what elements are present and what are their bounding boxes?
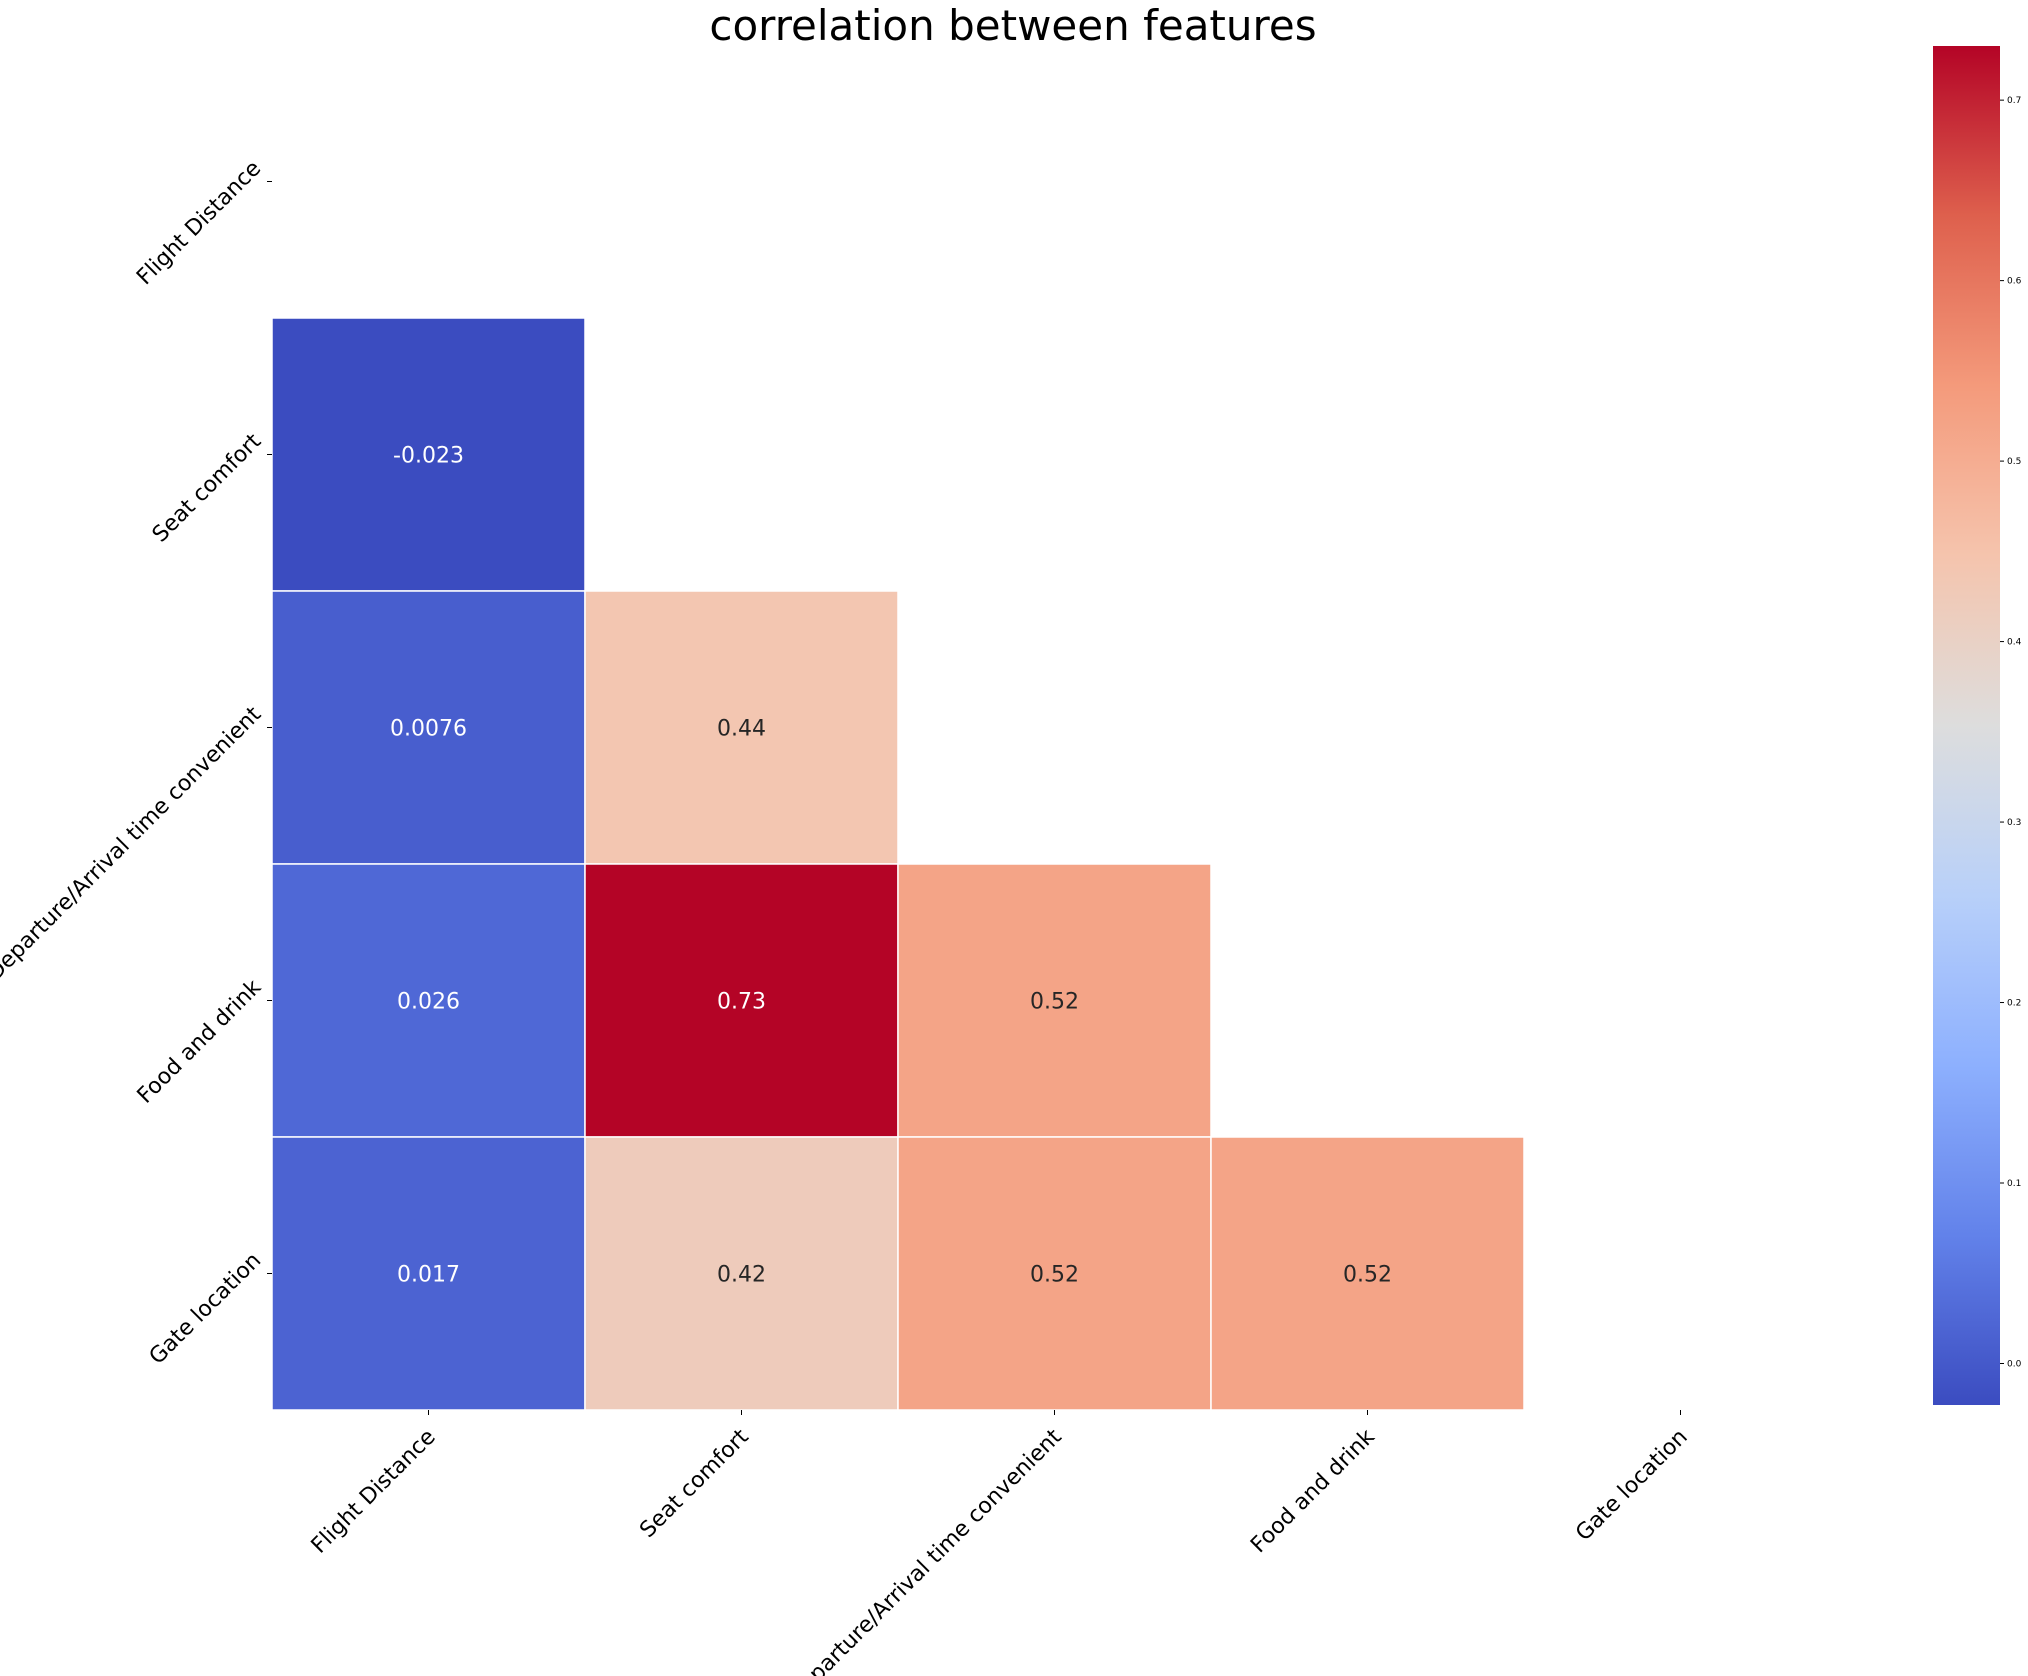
colorbar-tick-label: 0.4 xyxy=(2007,638,2022,648)
x-tick-labels: Flight Distance Seat comfort Departure/Arr… xyxy=(307,1410,1693,1676)
cell-annotation: 0.026 xyxy=(397,990,460,1015)
cell-annotation: 0.52 xyxy=(1343,1263,1392,1288)
cell-annotation: 0.73 xyxy=(717,990,766,1015)
colorbar-fill xyxy=(1933,46,2000,1405)
x-tick-label: Food and drink xyxy=(1246,1424,1380,1558)
heatmap-cell xyxy=(584,590,899,865)
heatmap-cell xyxy=(584,863,899,1138)
colorbar-tick-label: 0.7 xyxy=(2007,96,2021,106)
cell-annotation: -0.023 xyxy=(393,444,464,469)
cell-annotation: 0.017 xyxy=(397,1263,460,1288)
x-tick-label: Departure/Arrival time convenient xyxy=(783,1424,1067,1676)
y-tick-label: Departure/Arrival time convenient xyxy=(0,702,267,986)
y-tick-label: Seat comfort xyxy=(148,429,267,548)
chart-title: correlation between features xyxy=(709,1,1316,50)
heatmap-cell xyxy=(271,317,586,592)
cell-annotation: 0.52 xyxy=(1030,990,1079,1015)
colorbar: 0.0 0.1 0.2 0.3 0.4 0.5 0.6 0.7 xyxy=(1933,46,2022,1405)
colorbar-tick-label: 0.6 xyxy=(2007,277,2022,287)
y-tick-labels: Flight Distance Seat comfort Departure/Arr… xyxy=(0,156,272,1370)
colorbar-tick-label: 0.2 xyxy=(2007,999,2021,1009)
heatmap-cell xyxy=(271,590,586,865)
cell-annotation: 0.42 xyxy=(717,1263,766,1288)
heatmap-cell xyxy=(271,863,586,1138)
heatmap-cell xyxy=(584,1136,899,1411)
heatmap-cell xyxy=(271,1136,586,1411)
colorbar-tick-label: 0.1 xyxy=(2007,1179,2021,1189)
colorbar-tick-label: 0.5 xyxy=(2007,457,2021,467)
colorbar-tick-label: 0.3 xyxy=(2007,818,2021,828)
cell-annotation: 0.52 xyxy=(1030,1263,1079,1288)
y-tick-label: Gate location xyxy=(145,1248,267,1370)
x-tick-label: Gate location xyxy=(1571,1425,1693,1547)
colorbar-tick-label: 0.0 xyxy=(2007,1359,2022,1369)
cell-annotation: 0.0076 xyxy=(390,717,467,742)
y-tick-label: Flight Distance xyxy=(132,156,266,290)
x-tick-label: Flight Distance xyxy=(307,1425,441,1559)
heatmap-cells: -0.023 0.0076 0.44 0.026 0.73 0.52 0.017 0.42 0.… xyxy=(271,317,1525,1411)
heatmap-cell xyxy=(897,863,1212,1138)
x-tick-label: Seat comfort xyxy=(635,1424,754,1543)
y-tick-label: Food and drink xyxy=(133,975,267,1109)
cell-annotation: 0.44 xyxy=(717,717,766,742)
heatmap-cell xyxy=(1210,1136,1525,1411)
